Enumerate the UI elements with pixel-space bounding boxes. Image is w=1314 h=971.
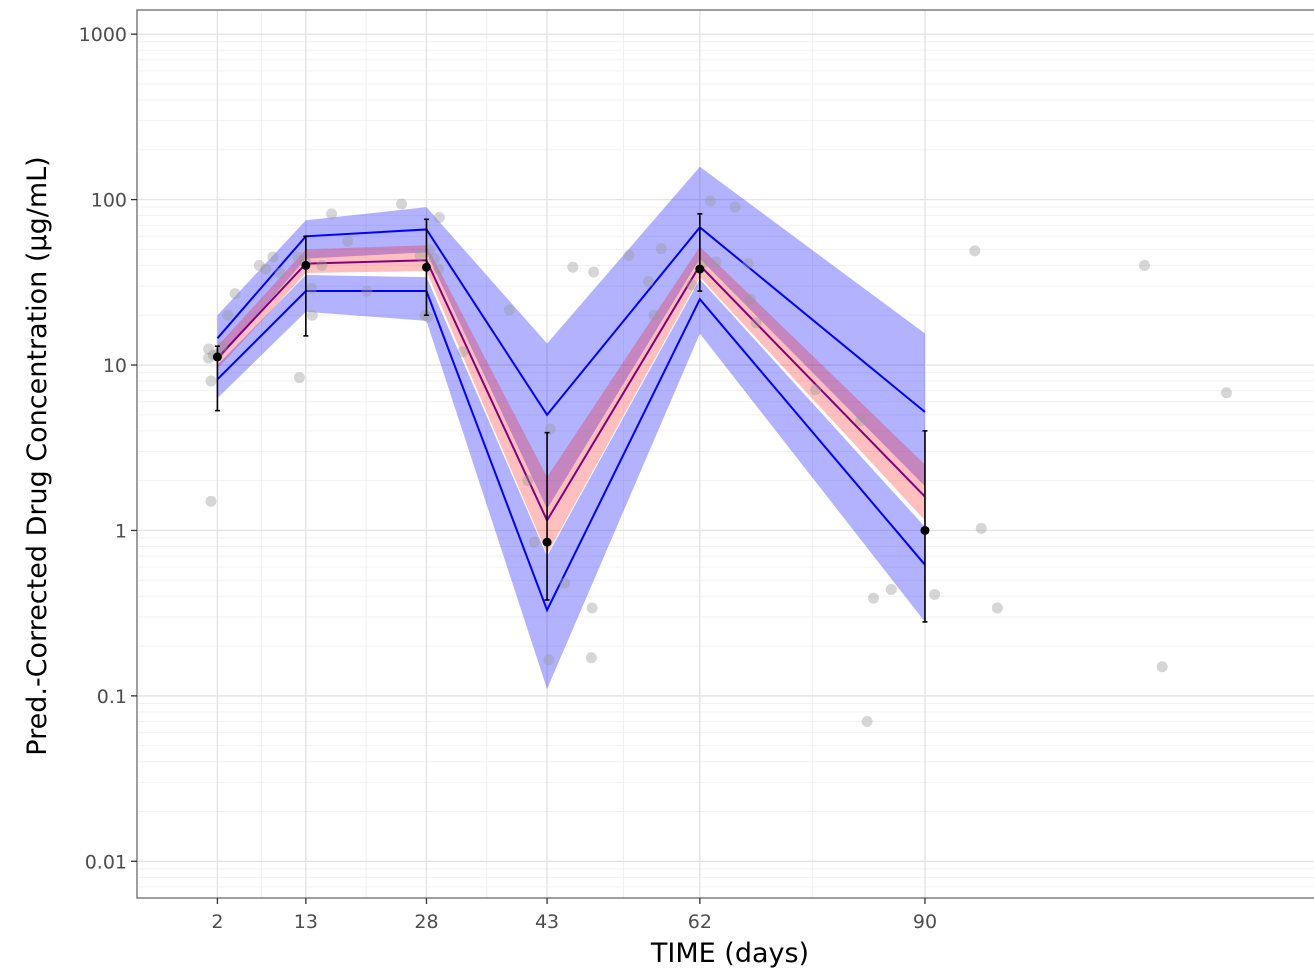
prediction-band-1 [217, 245, 925, 555]
observed-point [203, 352, 215, 364]
observed-point [969, 245, 981, 257]
observed-median-point [301, 260, 311, 270]
observed-point [203, 343, 215, 355]
observed-point [686, 279, 698, 291]
simulated-percentile-lines [216, 225, 926, 613]
observed-point [585, 652, 597, 664]
x-axis: 2 13 28 43 62 90 [211, 898, 937, 933]
observed-point [588, 266, 600, 278]
observed-point [744, 293, 756, 305]
observed-point [861, 715, 873, 727]
observed-point [742, 258, 754, 270]
y-tick-label: 1000 [79, 24, 127, 46]
prediction-interval-bands [217, 166, 925, 690]
observed-point [267, 251, 279, 263]
observed-median-point [920, 525, 930, 535]
y-tick-label: 0.01 [85, 851, 127, 873]
observed-point [648, 309, 660, 321]
observed-point [710, 256, 722, 268]
prediction-band-0 [217, 166, 925, 509]
prediction-band-2 [217, 275, 925, 690]
y-tick-label: 0.1 [97, 686, 127, 708]
observed-point [306, 309, 318, 321]
observed-point [522, 475, 534, 487]
simulated-line-1 [216, 259, 926, 523]
observed-point [216, 340, 228, 352]
x-tick-label: 90 [913, 911, 937, 933]
observed-point [253, 259, 265, 271]
observed-point [293, 372, 305, 384]
observed-point [704, 195, 716, 207]
observed-point [229, 288, 241, 300]
observed-point [586, 602, 598, 614]
observed-point [205, 495, 217, 507]
observed-point [316, 259, 328, 271]
observed-median-point [212, 352, 222, 362]
panel-border [136, 9, 1314, 899]
observed-point [503, 304, 515, 316]
observed-point [361, 285, 373, 297]
observed-point [433, 263, 445, 275]
observed-point [1138, 259, 1150, 271]
observed-median-point [695, 264, 705, 274]
observed-point [929, 589, 941, 601]
observed-point [274, 267, 286, 279]
x-tick-label: 28 [414, 911, 438, 933]
observed-point [885, 583, 897, 595]
observed-point [868, 592, 880, 604]
observed-point [1156, 661, 1168, 673]
simulated-line-0 [216, 225, 926, 417]
x-tick-label: 2 [211, 911, 223, 933]
observed-point [991, 602, 1003, 614]
observed-median-points [212, 260, 930, 547]
simulated-line-2 [216, 290, 926, 613]
observed-median-point [421, 262, 431, 272]
observed-point [457, 346, 469, 358]
observed-point [559, 577, 571, 589]
observed-point [655, 243, 667, 255]
y-tick-label: 1 [115, 520, 127, 542]
observed-point [543, 654, 555, 666]
plot-panel [137, 10, 1314, 898]
observed-point [855, 415, 867, 427]
observed-point [567, 261, 579, 273]
x-axis-title: TIME (days) [650, 938, 809, 969]
observed-point [1220, 387, 1232, 399]
observed-point [414, 249, 426, 261]
x-tick-label: 62 [688, 911, 712, 933]
y-tick-label: 10 [103, 355, 127, 377]
observed-point [544, 423, 556, 435]
observed-point [429, 253, 440, 265]
observed-point [205, 375, 217, 387]
x-tick-label: 13 [294, 911, 318, 933]
observed-point [422, 311, 434, 323]
y-axis: 0.01 0.1 1 10 100 1000 [79, 24, 137, 873]
observed-point [975, 522, 987, 534]
y-axis-title: Pred.-Corrected Drug Concentration (μg/m… [22, 156, 53, 755]
observed-point [342, 235, 354, 247]
observed-point [729, 201, 741, 213]
observed-point [750, 317, 762, 329]
observed-point [642, 275, 654, 287]
observed-point [305, 283, 317, 295]
observed-point [260, 263, 272, 275]
observed-point [810, 384, 822, 396]
minor-gridlines [137, 10, 1314, 899]
observed-point [222, 309, 234, 321]
x-tick-label: 43 [535, 911, 559, 933]
y-tick-label: 100 [91, 190, 127, 212]
observed-point [528, 536, 540, 548]
observed-point [623, 249, 635, 261]
observed-point [326, 208, 338, 220]
observed-median-point [542, 537, 552, 547]
observed-point [433, 211, 445, 223]
observed-point [396, 198, 408, 210]
observed-point [292, 251, 304, 263]
